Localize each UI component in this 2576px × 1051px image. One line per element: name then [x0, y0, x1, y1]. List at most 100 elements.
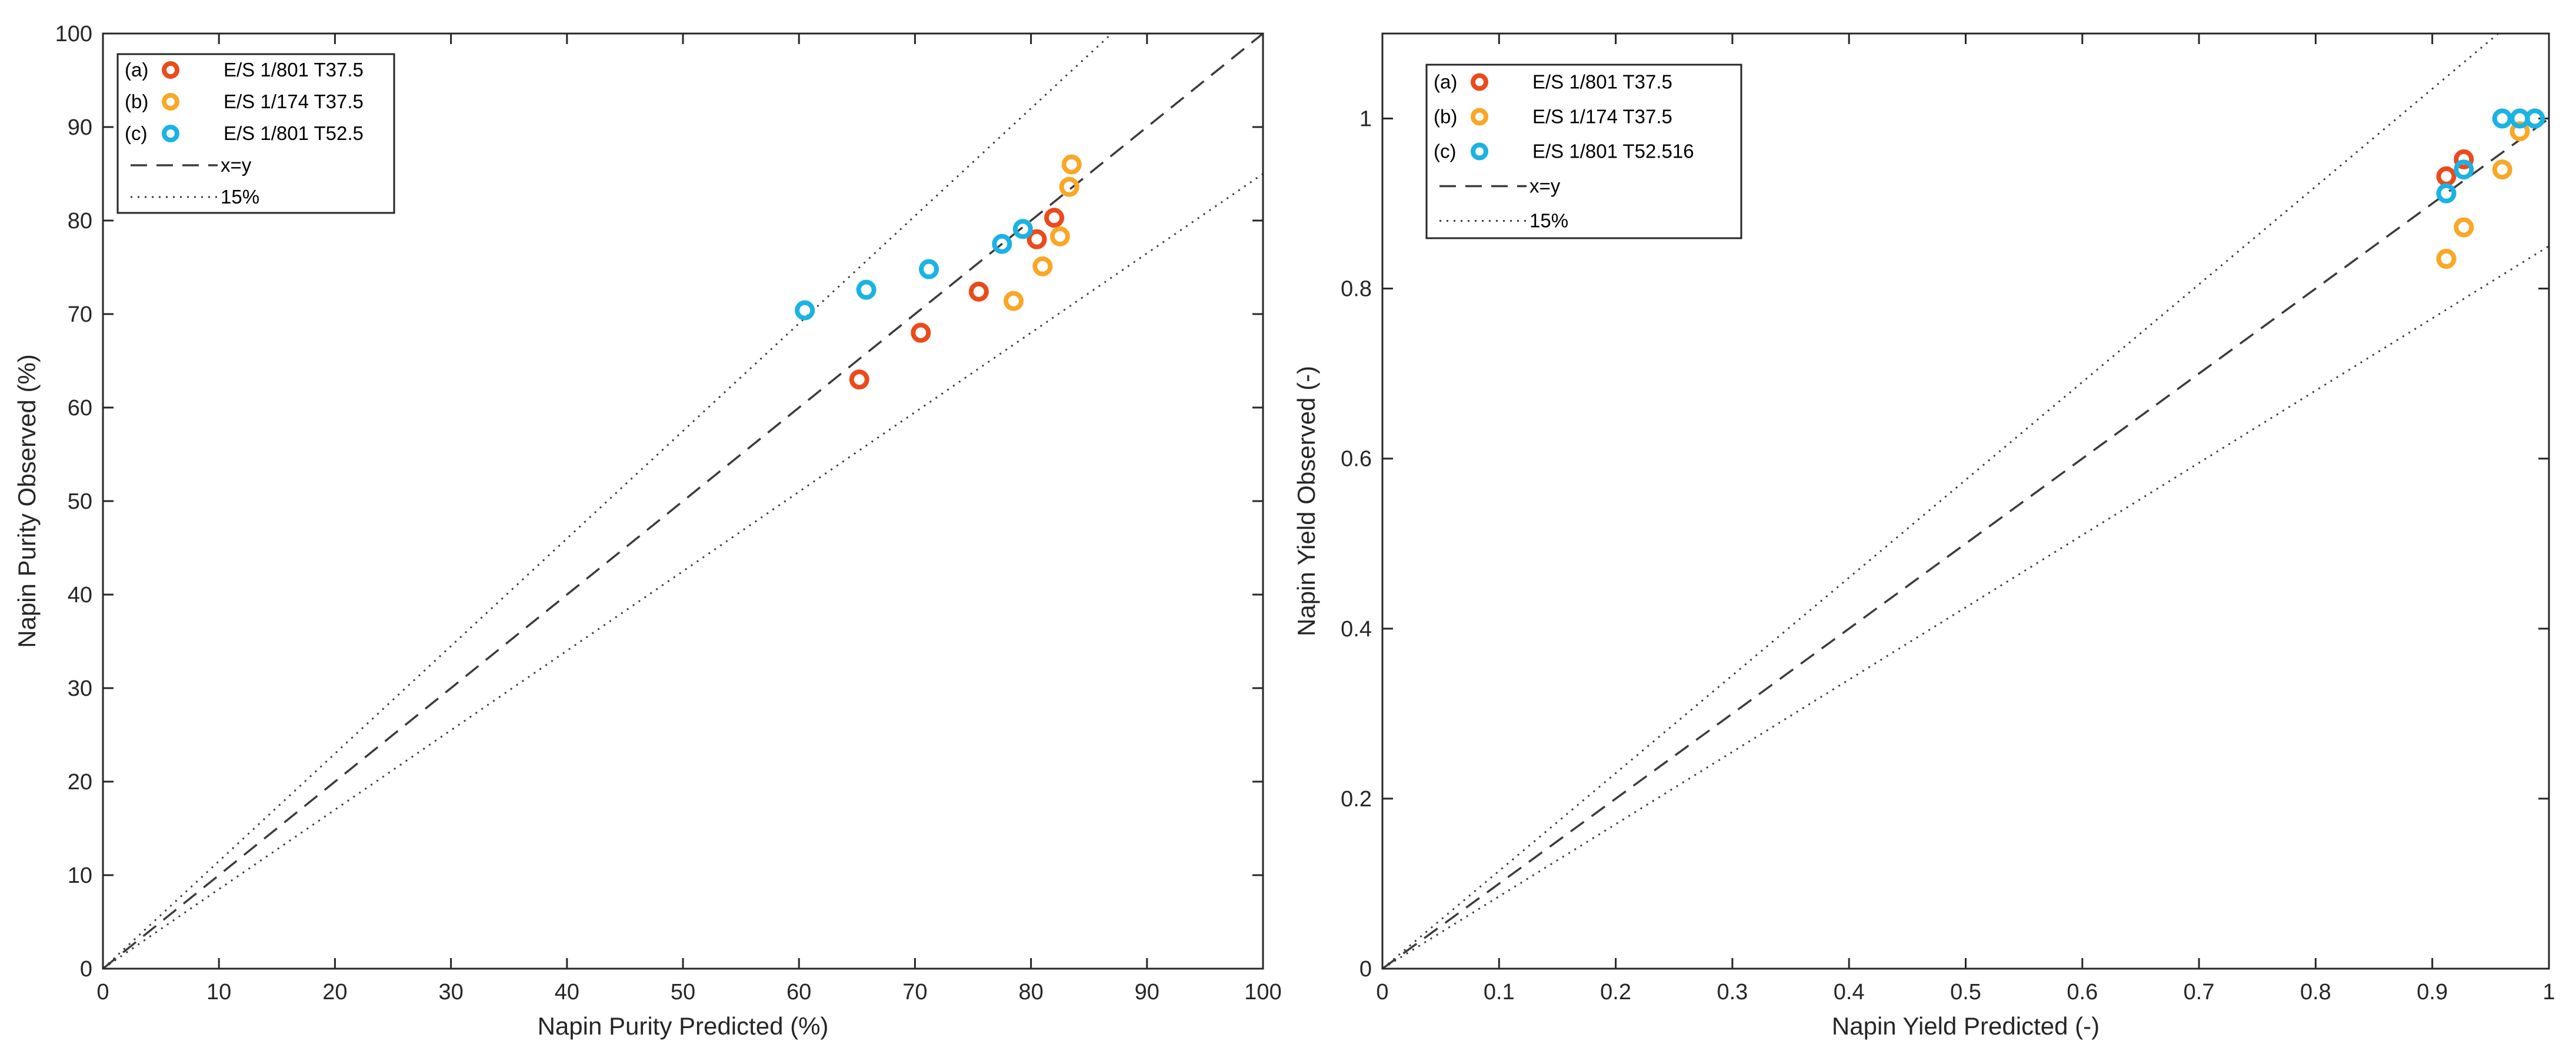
data-point — [856, 279, 877, 300]
data-point — [2492, 108, 2512, 129]
legend-letter: (c) — [125, 122, 147, 144]
legend: (a) E/S 1/801 T37.5 (b) E/S 1/174 T37.5 (c) E… — [1425, 64, 1742, 239]
legend-marker — [162, 125, 179, 142]
data-point — [2454, 159, 2474, 180]
x-tick-label: 20 — [322, 980, 347, 1005]
y-tick-label: 10 — [68, 863, 92, 888]
data-point — [1059, 176, 1079, 197]
legend-marker — [1471, 73, 1488, 91]
legend-letter: (a) — [125, 59, 148, 81]
legend: (a) E/S 1/801 T37.5 (b) E/S 1/174 T37.5 (c) E… — [116, 53, 395, 214]
y-tick-label: 40 — [68, 583, 92, 608]
data-point — [968, 281, 989, 302]
series-c — [2436, 108, 2545, 203]
legend-letter: (b) — [125, 91, 148, 112]
chart-1: 0 10 20 30 40 50 60 70 80 90 100 0 10 20 30 40 50 60 70 80 9… — [13, 22, 1282, 1040]
legend-label: E/S 1/801 T37.5 — [224, 59, 364, 81]
x-tick-label: 1 — [2542, 980, 2555, 1005]
lower-15pct-line — [1382, 245, 2549, 969]
legend-label: 15% — [1529, 210, 1568, 232]
data-point — [2454, 217, 2474, 238]
x-tick-label: 0 — [1376, 980, 1388, 1005]
x-tick-label: 100 — [1244, 980, 1281, 1005]
legend-marker — [1471, 142, 1488, 161]
y-tick-label: 80 — [68, 209, 92, 233]
x-tick-label: 0.2 — [1600, 980, 1631, 1005]
data-point — [2510, 121, 2530, 142]
data-point — [2436, 249, 2457, 269]
x-axis-label: Napin Purity Predicted (%) — [538, 1012, 829, 1040]
x-tick-label: 60 — [787, 980, 811, 1005]
y-tick-label: 0 — [80, 957, 92, 982]
x-tick-label: 0 — [96, 980, 109, 1005]
data-point — [911, 322, 931, 343]
data-point — [2454, 149, 2474, 169]
upper-15pct-line — [103, 34, 1113, 969]
data-point — [2525, 108, 2545, 129]
series-b — [2436, 121, 2530, 269]
y-tick-label: 90 — [68, 115, 92, 140]
data-point — [849, 369, 869, 390]
legend-marker — [162, 93, 179, 111]
series-c — [795, 219, 1033, 321]
data-point — [1027, 229, 1047, 249]
x-tick-label: 0.4 — [1834, 980, 1865, 1005]
legend-letter: (c) — [1434, 141, 1456, 162]
y-tick-label: 70 — [68, 302, 92, 327]
x-tick-label: 0.9 — [2417, 980, 2448, 1005]
y-tick-label: 0 — [1359, 957, 1372, 982]
x-tick-label: 40 — [555, 980, 579, 1005]
data-point — [1049, 226, 1070, 247]
y-tick-label: 50 — [68, 489, 92, 514]
data-point — [2492, 159, 2512, 180]
reference-lines — [103, 34, 1263, 969]
data-point — [1032, 256, 1053, 276]
legend-box — [1425, 64, 1742, 239]
y-tick-label: 0.6 — [1341, 447, 1372, 472]
identity-line — [1382, 118, 2549, 969]
legend-label: 15% — [221, 186, 259, 208]
y-tick-label: 1 — [1359, 107, 1372, 132]
data-point — [2436, 183, 2457, 203]
x-tick-label: 10 — [206, 980, 231, 1005]
x-tick-label: 30 — [438, 980, 463, 1005]
legend-label: x=y — [221, 154, 252, 176]
x-axis-label: Napin Yield Predicted (-) — [1832, 1012, 2100, 1040]
x-tick-label: 80 — [1018, 980, 1043, 1005]
y-axis-label: Napin Yield Observed (-) — [1292, 366, 1320, 636]
x-tick-label: 0.6 — [2067, 980, 2098, 1005]
y-tick-label: 0.8 — [1341, 277, 1372, 302]
data-point — [919, 259, 939, 279]
x-tick-label: 0.8 — [2300, 980, 2331, 1005]
x-tick-label: 0.1 — [1484, 980, 1515, 1005]
y-tick-label: 60 — [68, 396, 92, 421]
data-point — [2436, 166, 2457, 186]
y-axis-label: Napin Purity Observed (%) — [13, 354, 41, 648]
series-a — [849, 208, 1065, 390]
legend-label: E/S 1/174 T37.5 — [224, 91, 364, 112]
y-tick-label: 30 — [68, 676, 92, 701]
legend-letter: (a) — [1434, 71, 1457, 93]
legend-marker — [162, 61, 179, 79]
legend-label: E/S 1/801 T37.5 — [1532, 71, 1672, 93]
y-tick-label: 0.2 — [1341, 787, 1372, 812]
data-point — [1012, 219, 1033, 239]
legend-label: E/S 1/174 T37.5 — [1532, 106, 1672, 128]
x-tick-label: 70 — [902, 980, 927, 1005]
x-tick-label: 0.5 — [1950, 980, 1981, 1005]
data-point — [1061, 154, 1082, 175]
y-tick-label: 100 — [55, 22, 92, 46]
y-tick-label: 20 — [68, 770, 92, 795]
y-tick-label: 0.4 — [1341, 617, 1372, 642]
x-tick-label: 90 — [1135, 980, 1159, 1005]
legend-marker — [1471, 108, 1488, 126]
data-point — [1004, 291, 1024, 311]
reference-lines — [1382, 34, 2549, 969]
chart-2: 0 0.1 0.2 0.3 0.4 0.5 0.6 0.7 0.8 0.9 1 0 0.2 0.4 0.6 0… — [1292, 32, 2555, 1040]
legend-label: E/S 1/801 T52.5 — [224, 122, 364, 144]
legend-label: E/S 1/801 T52.516 — [1532, 141, 1694, 162]
series-b — [1004, 154, 1082, 311]
x-tick-label: 0.3 — [1717, 980, 1748, 1005]
identity-line — [103, 34, 1263, 969]
